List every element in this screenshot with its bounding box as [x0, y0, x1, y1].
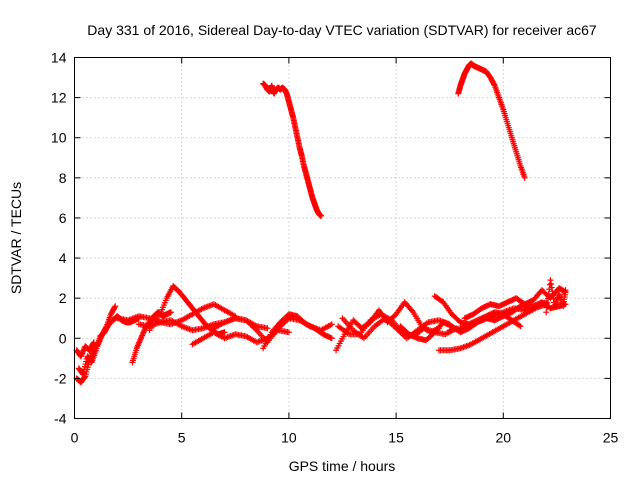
data-point	[517, 323, 524, 330]
x-tick-label: 20	[496, 430, 512, 446]
data-point	[90, 340, 97, 347]
series-pass-21	[543, 277, 569, 316]
data-point	[543, 304, 550, 311]
axis-ticks	[74, 57, 611, 419]
x-tick-label: 25	[603, 430, 619, 446]
x-tick-label: 0	[71, 430, 79, 446]
data-point	[548, 284, 555, 291]
data-point	[547, 277, 554, 284]
data-point	[549, 292, 556, 299]
chart-title: Day 331 of 2016, Sidereal Day-to-day VTE…	[87, 22, 597, 38]
series-pass-22	[455, 60, 528, 181]
data-point	[545, 290, 552, 297]
data-point	[549, 288, 556, 295]
data-point	[221, 329, 228, 336]
data-point	[285, 329, 292, 336]
series-pass-5	[114, 301, 239, 328]
data-points	[73, 60, 569, 386]
y-tick-label: 0	[59, 330, 67, 346]
data-point	[544, 300, 551, 307]
series-pass-19	[461, 285, 569, 322]
series-pass-2	[73, 303, 119, 386]
data-point	[111, 304, 118, 311]
data-point	[81, 374, 88, 381]
data-point	[328, 335, 335, 342]
data-point	[562, 287, 569, 294]
data-point	[103, 324, 110, 331]
data-point	[112, 303, 119, 310]
x-tick-label: 5	[178, 430, 186, 446]
data-point	[543, 309, 550, 316]
data-point	[328, 321, 335, 328]
data-point	[516, 322, 523, 329]
x-tick-label: 15	[388, 430, 404, 446]
data-point	[545, 295, 552, 302]
data-point	[521, 174, 528, 181]
y-tick-label: 6	[59, 210, 67, 226]
y-tick-label: 4	[59, 250, 67, 266]
tick-labels: 0 5 10 15 20 25 -4 -2 0 2 4 6 8 10 12 14	[51, 50, 619, 446]
data-point	[491, 81, 498, 88]
grid-lines	[74, 57, 611, 419]
series-pass-3	[73, 339, 97, 360]
y-tick-label: 14	[51, 50, 67, 66]
y-tick-label: -4	[54, 411, 67, 427]
series-pass-10	[260, 311, 335, 352]
y-tick-label: 8	[59, 170, 67, 186]
y-tick-label: 12	[51, 90, 67, 106]
data-point	[318, 212, 325, 219]
x-tick-label: 10	[281, 430, 297, 446]
series-pass-11	[260, 80, 325, 219]
data-point	[167, 309, 174, 316]
data-point	[548, 280, 555, 287]
y-tick-label: 2	[59, 290, 67, 306]
y-axis-label: SDTVAR / TECUs	[8, 182, 24, 294]
y-tick-label: -2	[54, 370, 67, 386]
x-axis-label: GPS time / hours	[289, 458, 396, 474]
data-point	[264, 325, 271, 332]
y-tick-label: 10	[51, 130, 67, 146]
data-point	[90, 339, 97, 346]
plot-frame	[74, 57, 611, 419]
